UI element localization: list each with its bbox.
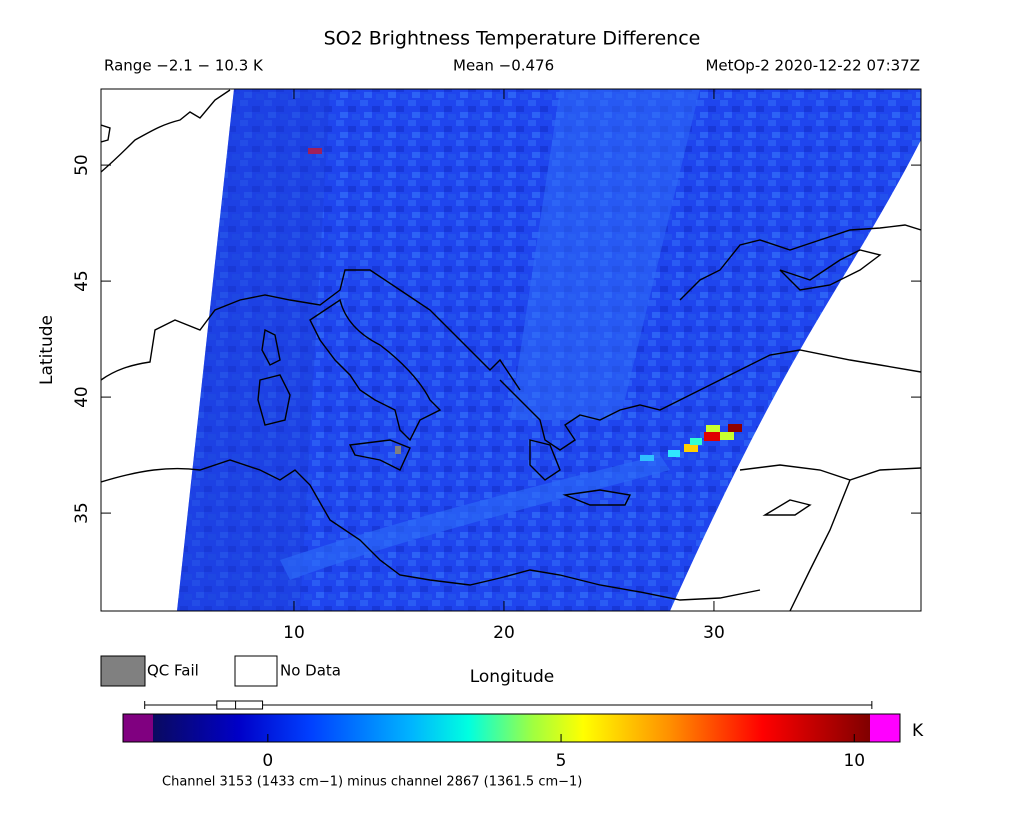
coastline [789, 479, 851, 611]
coastline [101, 459, 761, 601]
swath-shade [280, 455, 670, 580]
underflow-color [123, 714, 153, 742]
boxplot-box [216, 700, 264, 710]
coastline [348, 439, 411, 471]
satellite-text: MetOp-2 2020-12-22 07:37Z [705, 57, 920, 75]
qc-fail-label: QC Fail [147, 662, 199, 680]
overflow-color [870, 714, 900, 742]
swath-shade [177, 89, 330, 611]
map-image [101, 89, 921, 611]
colorbar-frame [122, 713, 901, 743]
colorbar-tick-label: 5 [556, 751, 567, 771]
hotspot [704, 432, 720, 441]
y-tick-label: 35 [72, 502, 92, 524]
coastline [679, 224, 921, 301]
hotspot [308, 148, 322, 154]
y-tick-label: 40 [72, 386, 92, 408]
coastline [101, 269, 521, 391]
x-axis-label: Longitude [470, 667, 555, 687]
plot-frame [100, 88, 922, 612]
coastline [101, 124, 111, 143]
hotspot [728, 424, 742, 432]
colorbar-tick-label: 10 [843, 751, 865, 771]
y-tick-label: 45 [72, 270, 92, 292]
axis-ticks: 10 20 30 35 40 45 50 [72, 89, 921, 643]
coastline [261, 328, 281, 366]
coastline [309, 298, 442, 442]
coastline [762, 499, 812, 516]
hotspot [668, 450, 680, 457]
hotspot [640, 455, 654, 461]
y-axis-label: Latitude [37, 315, 57, 385]
hotspot [684, 444, 698, 452]
qc-fail-swatch [100, 655, 146, 687]
x-tick-label: 10 [283, 623, 305, 643]
coastline [739, 464, 921, 481]
swath-shade [510, 89, 700, 420]
no-data-swatch [234, 655, 278, 687]
colorbar-tick-label: 0 [262, 751, 273, 771]
title: SO2 Brightness Temperature Difference [324, 28, 701, 50]
range-text: Range −2.1 − 10.3 K [104, 57, 264, 75]
x-tick-label: 30 [703, 623, 725, 643]
coastline [562, 489, 632, 506]
coastline [101, 89, 231, 173]
coastline [529, 439, 561, 481]
colorbar [122, 713, 901, 743]
coastline [257, 374, 291, 426]
color-scale [153, 714, 870, 742]
x-tick-label: 20 [493, 623, 515, 643]
hotspot [690, 438, 702, 445]
coastline [779, 249, 882, 291]
hotspot [706, 425, 720, 433]
colorbar-unit: K [912, 721, 924, 741]
no-data-label: No Data [280, 662, 341, 680]
colorbar-caption: Channel 3153 (1433 cm−1) minus channel 2… [162, 775, 582, 790]
mean-text: Mean −0.476 [453, 57, 554, 75]
hotspot [720, 432, 734, 440]
qc-fail-pixel [395, 446, 401, 454]
coastline [499, 349, 921, 451]
y-tick-label: 50 [72, 154, 92, 176]
